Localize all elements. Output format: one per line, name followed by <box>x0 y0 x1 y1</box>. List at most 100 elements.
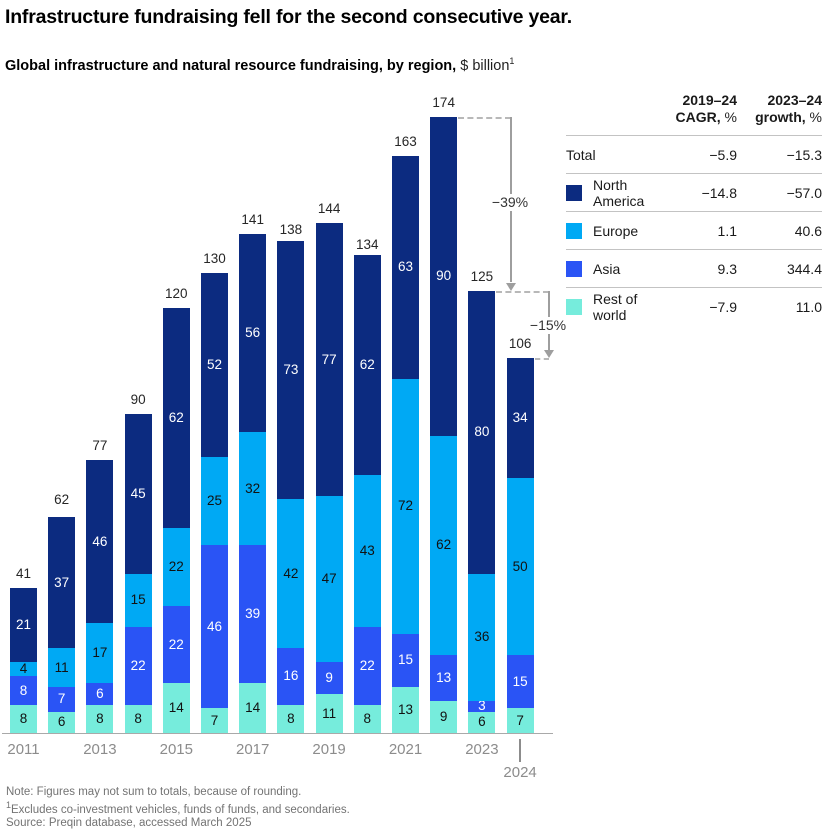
bar-value-label-asia-2012: 7 <box>57 691 66 707</box>
bar-value-label-asia-2016: 46 <box>206 618 223 634</box>
bar-value-label-asia-2015: 22 <box>168 636 184 652</box>
bar-segment-rest-of-world-2022 <box>430 701 458 733</box>
table-header-row: 2019–24 CAGR, % 2023–24 growth, % <box>566 92 822 135</box>
table-row-label: Total <box>566 146 596 163</box>
rest-of-world-legend-swatch-icon <box>566 298 582 315</box>
bar-total-label-2014: 90 <box>130 392 146 408</box>
table-header-line1: 2023–24 <box>767 92 822 108</box>
table-cell-growth: 344.4 <box>786 260 822 277</box>
table-cell-cagr: −5.9 <box>709 146 737 163</box>
bar-segment-rest-of-world-2023 <box>468 711 496 733</box>
bar-total-label-2021: 163 <box>394 133 417 149</box>
bar-segment-asia-2021 <box>392 633 419 687</box>
bar-value-label-north-america-2015: 62 <box>168 409 184 425</box>
bar-segment-asia-2019 <box>315 662 343 695</box>
bar-segment-europe-2019 <box>315 495 343 663</box>
bar-segment-rest-of-world-2021 <box>392 686 419 733</box>
table-body: Total −5.9 −15.3 North America −14.8 −57.0 Eur… <box>566 135 822 325</box>
table-row-label: Rest of world <box>593 290 638 323</box>
table-header-line2: CAGR, % <box>675 109 737 125</box>
bar-value-label-north-america-2014: 45 <box>130 486 146 502</box>
bar-segment-north-america-2023 <box>468 290 496 574</box>
bar-total-label-2017: 141 <box>241 211 264 227</box>
x-axis-label-2017: 2017 <box>236 741 270 758</box>
north-america-legend-swatch-icon <box>566 184 582 201</box>
bar-segment-europe-2024 <box>506 478 534 656</box>
bar-value-label-rest-of-world-2012: 6 <box>57 714 66 730</box>
footnote-note: Note: Figures may not sum to totals, bec… <box>6 786 302 798</box>
bar-value-label-asia-2014: 22 <box>130 657 146 673</box>
table-cell-cagr: −14.8 <box>701 184 737 201</box>
annotation-dash-125 <box>496 290 549 293</box>
bar-segment-europe-2016 <box>201 456 228 546</box>
x-axis-label-2011: 2011 <box>7 741 40 758</box>
page-title: Infrastructure fundraising fell for the … <box>5 6 572 28</box>
bar-segment-asia-2023 <box>468 701 496 712</box>
annotation-arrow-39-icon <box>505 282 516 291</box>
table-header-growth-: 2023–24 growth, % <box>737 92 822 128</box>
chart-subtitle: Global infrastructure and natural resour… <box>5 56 514 74</box>
bar-segment-north-america-2021 <box>392 155 419 379</box>
bar-segment-north-america-2017 <box>239 233 267 433</box>
x-axis-label-2021: 2021 <box>388 741 423 758</box>
chart-subtitle-bold: Global infrastructure and natural resour… <box>5 57 457 74</box>
bar-value-label-north-america-2018: 73 <box>283 362 299 378</box>
bar-value-label-europe-2012: 11 <box>54 659 69 675</box>
bar-segment-north-america-2012 <box>48 517 76 649</box>
chart-subtitle-footnote-marker: 1 <box>509 56 515 66</box>
bar-total-label-2016: 130 <box>203 250 226 266</box>
bar-value-label-north-america-2024: 34 <box>512 409 528 425</box>
bar-segment-asia-2011 <box>10 676 37 705</box>
asia-legend-swatch-icon <box>566 260 582 277</box>
bar-segment-rest-of-world-2015 <box>162 683 190 733</box>
annotation-dash-174 <box>458 117 511 120</box>
bar-value-label-rest-of-world-2020: 8 <box>363 710 372 726</box>
footnote-1: 1Excludes co-investment vehicles, funds … <box>6 800 350 817</box>
bar-segment-europe-2014 <box>124 573 152 627</box>
bar-segment-rest-of-world-2014 <box>124 704 152 733</box>
bar-total-label-2019: 144 <box>317 201 341 217</box>
bar-value-label-europe-2023: 36 <box>474 629 490 645</box>
bar-segment-europe-2021 <box>392 379 419 634</box>
bar-segment-rest-of-world-2017 <box>239 683 267 733</box>
bar-total-label-2012: 62 <box>54 491 70 507</box>
x-axis-label-2024: 2024 <box>503 764 537 781</box>
x-axis-label-2015: 2015 <box>159 741 193 758</box>
bar-value-label-rest-of-world-2011: 8 <box>19 710 28 726</box>
bar-segment-europe-2015 <box>162 527 190 606</box>
bar-segment-europe-2012 <box>48 648 76 687</box>
table-header-line2: growth, % <box>755 109 822 125</box>
bar-value-label-north-america-2021: 63 <box>397 259 414 275</box>
bar-value-label-europe-2011: 4 <box>19 661 28 677</box>
bar-segment-europe-2013 <box>86 623 114 684</box>
bar-value-label-rest-of-world-2019: 11 <box>322 705 337 721</box>
bar-value-label-europe-2022: 62 <box>436 537 452 553</box>
bar-value-label-rest-of-world-2024: 7 <box>516 712 524 728</box>
table-row-asia: Asia 9.3 344.4 <box>566 249 822 287</box>
bar-value-label-rest-of-world-2015: 14 <box>168 700 184 716</box>
bar-value-label-rest-of-world-2022: 9 <box>439 709 448 725</box>
chart-subtitle-unit: $ billion <box>456 57 510 74</box>
bar-value-label-europe-2020: 43 <box>359 542 375 558</box>
bar-value-label-rest-of-world-2016: 7 <box>210 712 219 728</box>
bar-total-label-2013: 77 <box>92 438 108 454</box>
bar-value-label-europe-2014: 15 <box>130 592 146 608</box>
table-cell-cagr: 9.3 <box>717 260 737 277</box>
bar-total-label-2022: 174 <box>432 95 455 111</box>
table-cell-growth: 40.6 <box>794 222 822 239</box>
table-row-label: Europe <box>593 222 639 239</box>
bar-value-label-north-america-2020: 62 <box>359 356 375 372</box>
bar-value-label-europe-2018: 42 <box>283 565 299 581</box>
bar-value-label-asia-2019: 9 <box>325 670 333 686</box>
bar-segment-rest-of-world-2018 <box>277 704 305 733</box>
table-row-europe: Europe 1.1 40.6 <box>566 211 822 249</box>
x-axis-tick-2024 <box>519 739 522 762</box>
x-axis-label-2023: 2023 <box>465 741 499 758</box>
bar-value-label-rest-of-world-2023: 6 <box>478 714 486 730</box>
bar-value-label-north-america-2016: 52 <box>206 356 223 372</box>
bar-value-label-europe-2016: 25 <box>206 493 223 509</box>
bar-value-label-asia-2018: 16 <box>283 668 299 684</box>
bar-segment-europe-2017 <box>239 432 267 546</box>
x-axis-label-2019: 2019 <box>312 741 346 758</box>
